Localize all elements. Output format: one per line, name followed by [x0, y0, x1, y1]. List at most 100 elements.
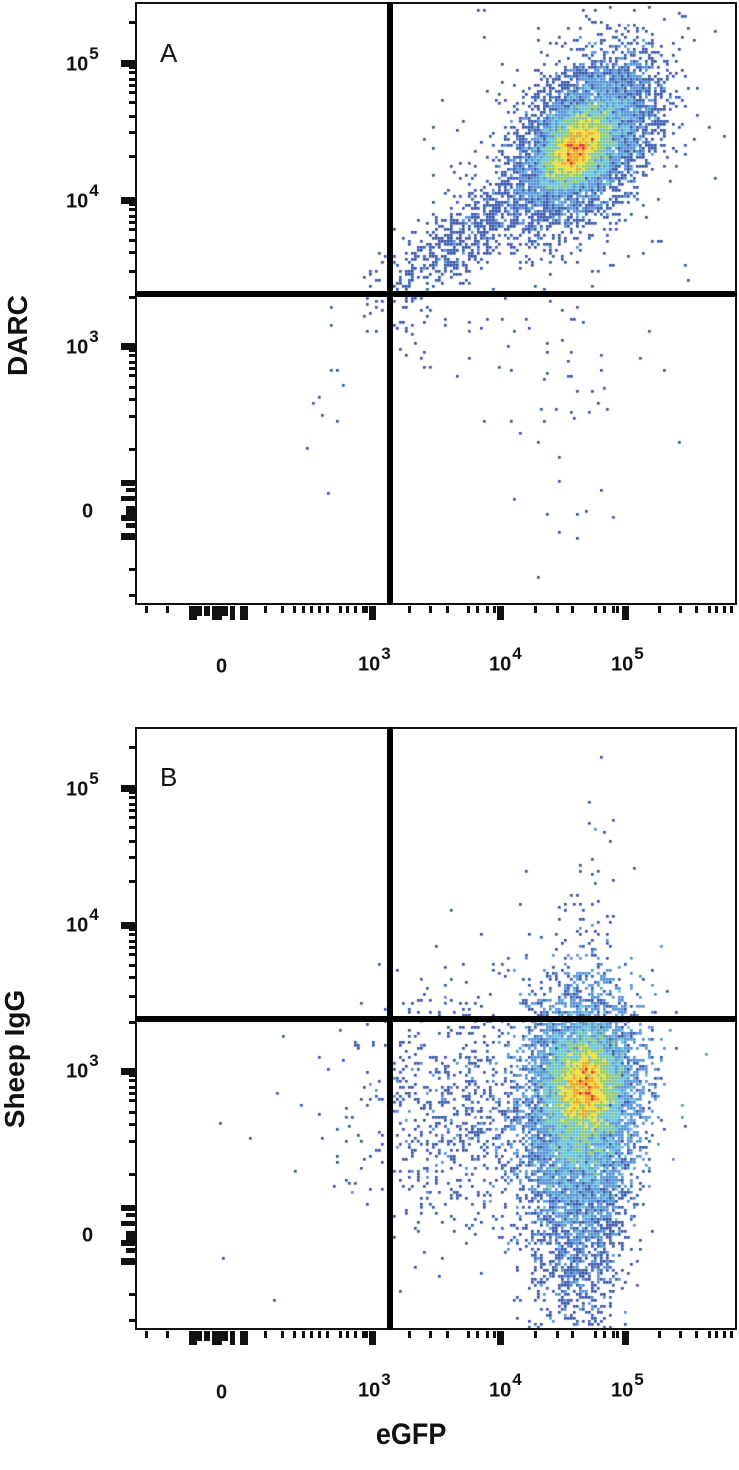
- y-tick-label-0-a: 0: [82, 500, 94, 523]
- axis-tick: [326, 606, 329, 613]
- axis-tick: [121, 533, 136, 540]
- axis-tick: [121, 1258, 136, 1265]
- axis-tick: [497, 1331, 504, 1345]
- axis-tick: [571, 1331, 574, 1338]
- axis-tick: [129, 91, 136, 94]
- axis-tick: [129, 1079, 136, 1082]
- axis-tick: [493, 1331, 496, 1338]
- axis-tick: [129, 155, 136, 158]
- axis-tick: [622, 1331, 629, 1345]
- axis-tick: [534, 1331, 537, 1338]
- axis-tick: [476, 1331, 479, 1338]
- axis-tick: [121, 1205, 136, 1211]
- axis-tick: [129, 809, 136, 812]
- axis-tick: [129, 803, 136, 806]
- axis-tick: [603, 1331, 606, 1338]
- axis-tick: [129, 78, 136, 81]
- axis-tick: [129, 1173, 136, 1176]
- axis-tick: [708, 1331, 711, 1338]
- axis-tick: [129, 239, 136, 242]
- panel-label-b: B: [160, 762, 178, 792]
- quadrant-gate-vertical-b[interactable]: [387, 727, 393, 1330]
- axis-tick: [129, 21, 136, 24]
- axis-tick: [129, 203, 136, 206]
- x-tick-label-1e4-b: 104: [489, 1370, 522, 1402]
- y-tick-label-1e3-a: 103: [66, 327, 99, 359]
- panel-a: A DARC 105 104 103 0 0 103 104 105: [0, 0, 739, 720]
- axis-tick: [612, 606, 615, 613]
- axis-tick: [493, 606, 496, 613]
- quadrant-gate-horizontal-a[interactable]: [135, 291, 737, 297]
- axis-tick: [129, 415, 136, 418]
- axis-tick: [264, 606, 267, 613]
- axis-tick: [281, 1331, 284, 1338]
- axis-tick: [429, 606, 432, 613]
- axis-tick: [362, 1331, 365, 1338]
- axis-tick: [129, 386, 136, 389]
- axis-tick: [429, 1331, 432, 1338]
- axis-tick: [204, 1331, 210, 1341]
- axis-tick: [240, 1331, 248, 1345]
- axis-tick: [730, 606, 733, 613]
- axis-tick: [310, 1331, 313, 1338]
- axis-tick: [695, 606, 698, 613]
- axis-tick: [129, 880, 136, 883]
- axis-tick: [408, 1331, 411, 1338]
- axis-tick: [708, 606, 711, 613]
- x-axis-title: eGFP: [375, 1418, 447, 1451]
- axis-tick: [339, 1331, 342, 1338]
- axis-tick: [126, 488, 136, 492]
- axis-tick: [723, 606, 726, 613]
- axis-tick: [121, 480, 136, 486]
- axis-tick: [240, 606, 248, 620]
- axis-tick: [129, 1123, 136, 1126]
- axis-tick: [310, 606, 313, 613]
- axis-tick: [121, 1240, 136, 1246]
- axis-tick: [264, 1331, 267, 1338]
- axis-tick: [129, 1099, 136, 1102]
- axis-tick: [129, 796, 136, 799]
- axis-tick: [497, 606, 504, 620]
- axis-tick: [129, 71, 136, 74]
- axis-tick: [658, 1331, 661, 1338]
- axis-tick: [339, 606, 342, 613]
- axis-tick: [129, 964, 136, 967]
- axis-tick: [189, 1331, 197, 1345]
- axis-tick: [129, 354, 136, 357]
- y-tick-label-1e4-b: 104: [66, 905, 99, 937]
- axis-tick: [129, 101, 136, 104]
- axis-tick: [129, 208, 136, 211]
- axis-tick: [126, 523, 136, 528]
- x-tick-label-1e4-a: 104: [489, 644, 522, 676]
- quadrant-gate-vertical-a[interactable]: [387, 2, 393, 605]
- axis-tick: [129, 1293, 136, 1296]
- y-tick-label-1e3-b: 103: [66, 1051, 99, 1083]
- axis-tick: [603, 606, 606, 613]
- axis-tick: [695, 1331, 698, 1338]
- axis-tick: [129, 115, 136, 118]
- axis-tick: [129, 251, 136, 254]
- axis-tick: [679, 606, 682, 613]
- axis-tick: [121, 1221, 136, 1226]
- axis-tick: [197, 1331, 202, 1341]
- axis-tick: [616, 1331, 619, 1338]
- quadrant-gate-horizontal-b[interactable]: [135, 1016, 737, 1022]
- axis-tick: [679, 1331, 682, 1338]
- axis-tick: [129, 215, 136, 218]
- axis-tick: [129, 398, 136, 401]
- x-tick-label-0-b: 0: [216, 1381, 228, 1404]
- axis-tick: [129, 826, 136, 829]
- y-tick-label-0-b: 0: [82, 1224, 94, 1247]
- axis-tick: [730, 1331, 733, 1338]
- axis-tick: [212, 1331, 222, 1345]
- axis-tick: [129, 933, 136, 936]
- axis-tick: [476, 606, 479, 613]
- axis-tick: [318, 606, 321, 613]
- axis-tick: [166, 606, 169, 613]
- axis-tick: [467, 606, 470, 613]
- axis-tick: [189, 606, 197, 620]
- axis-tick: [129, 296, 136, 299]
- axis-tick: [129, 568, 136, 571]
- y-tick-label-1e4-a: 104: [66, 181, 99, 213]
- axis-tick: [446, 1331, 449, 1338]
